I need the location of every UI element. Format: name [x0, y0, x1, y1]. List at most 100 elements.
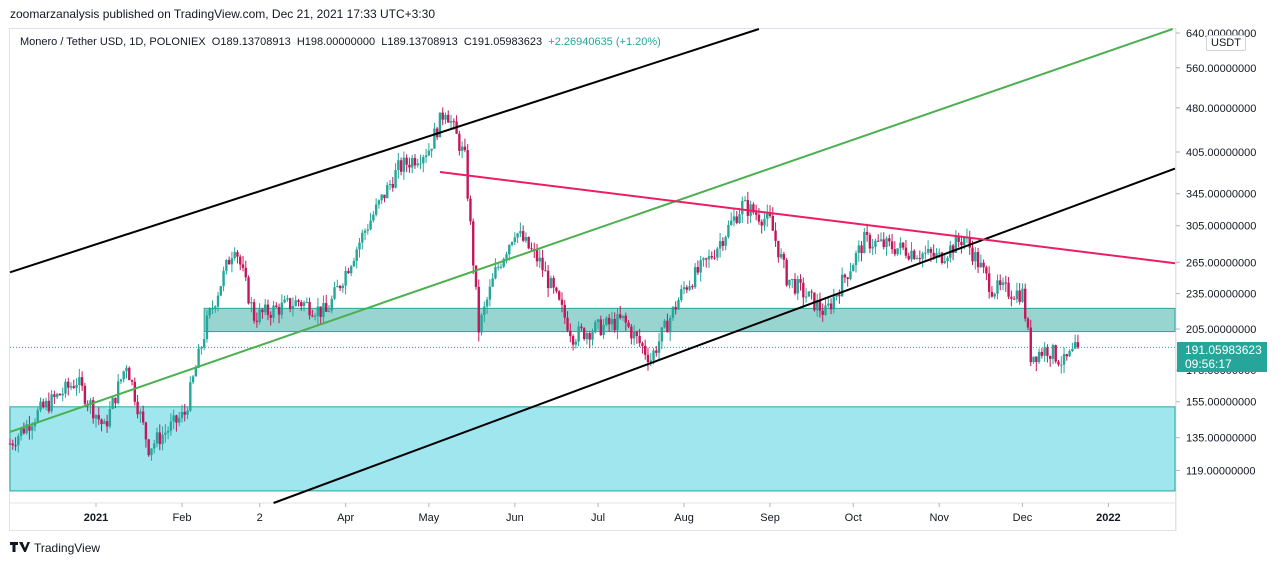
- candle-body: [713, 257, 716, 259]
- candle: [416, 158, 419, 168]
- candle-body: [993, 293, 996, 297]
- candle-body: [649, 360, 652, 363]
- candle-body: [191, 376, 195, 383]
- candle: [621, 315, 625, 322]
- candle-body: [141, 411, 145, 423]
- candle-body: [754, 212, 758, 215]
- candle: [125, 365, 128, 379]
- candle-body: [11, 443, 14, 446]
- tradingview-logo-icon[interactable]: [10, 541, 30, 555]
- time-tick-label: Dec: [1013, 512, 1033, 524]
- candle: [982, 259, 985, 274]
- candle: [655, 346, 658, 357]
- candle-body: [938, 252, 941, 254]
- candle: [8, 438, 12, 445]
- candle-body: [896, 248, 899, 255]
- candle-body: [510, 242, 514, 246]
- candle: [624, 312, 627, 331]
- candle-body: [55, 393, 59, 398]
- candle-body: [815, 300, 819, 311]
- footer-brand[interactable]: TradingView: [34, 541, 101, 555]
- candle: [580, 323, 583, 331]
- candle: [355, 246, 358, 269]
- candle: [166, 426, 170, 440]
- candle-body: [913, 250, 916, 259]
- candle-body: [846, 277, 849, 279]
- candle: [197, 344, 200, 369]
- time-tick-label: 2: [257, 512, 263, 524]
- candle: [854, 250, 858, 273]
- candle: [688, 280, 691, 292]
- candle-body: [921, 253, 924, 259]
- candle: [399, 157, 403, 176]
- candle: [214, 305, 217, 313]
- candle: [111, 396, 114, 410]
- candle: [277, 303, 281, 324]
- candle: [133, 377, 137, 406]
- candle: [502, 257, 505, 269]
- candle-body: [1037, 351, 1041, 362]
- candle-body: [411, 157, 414, 168]
- candle: [882, 232, 885, 250]
- candle-body: [180, 411, 184, 418]
- candle: [283, 295, 286, 304]
- candle: [713, 249, 716, 260]
- candle: [341, 283, 345, 293]
- legend-low: L189.13708913: [381, 36, 458, 48]
- candle: [1001, 277, 1005, 291]
- candle: [610, 311, 614, 331]
- candle-body: [458, 133, 461, 151]
- currency-unit-button[interactable]: USDT: [1206, 35, 1246, 51]
- candle: [1046, 344, 1049, 363]
- candle-body: [338, 286, 342, 289]
- candle-body: [1012, 298, 1016, 300]
- candle-body: [852, 265, 855, 272]
- candle-body: [655, 350, 658, 353]
- candle-body: [469, 198, 472, 222]
- candle-body: [241, 264, 245, 268]
- candle: [1010, 290, 1013, 307]
- candle-body: [197, 348, 200, 368]
- candle-body: [782, 253, 786, 260]
- candle-body: [1029, 327, 1032, 363]
- candle: [494, 258, 497, 280]
- candle-body: [538, 257, 541, 262]
- candle: [505, 251, 508, 264]
- candle: [810, 289, 813, 300]
- candle: [846, 276, 849, 287]
- candle: [516, 232, 519, 244]
- candle-body: [888, 238, 891, 242]
- candle-body: [233, 252, 236, 259]
- candle-body: [474, 265, 478, 287]
- candle: [732, 209, 736, 227]
- candle: [721, 237, 725, 251]
- candle-body: [843, 274, 847, 278]
- candle-body: [821, 310, 824, 315]
- candle: [408, 157, 411, 173]
- candle-body: [693, 267, 697, 288]
- candle-body: [660, 327, 664, 342]
- candle-body: [153, 443, 156, 449]
- candle: [239, 254, 242, 271]
- candle-body: [422, 157, 425, 164]
- candle: [208, 307, 211, 319]
- candle-body: [835, 294, 838, 297]
- candle-body: [974, 252, 977, 262]
- candle-body: [286, 298, 289, 300]
- candle-body: [258, 309, 261, 322]
- candle: [424, 148, 428, 163]
- candle: [216, 291, 220, 312]
- candle: [449, 114, 453, 129]
- candle: [535, 244, 539, 267]
- candle: [788, 279, 791, 289]
- candle: [291, 297, 295, 317]
- candle-body: [202, 339, 206, 348]
- candle: [42, 398, 45, 409]
- candle-body: [796, 279, 799, 294]
- candle-body: [863, 232, 866, 254]
- candle: [130, 379, 134, 386]
- candle: [64, 378, 67, 398]
- candle-body: [183, 411, 186, 415]
- candle: [22, 422, 26, 435]
